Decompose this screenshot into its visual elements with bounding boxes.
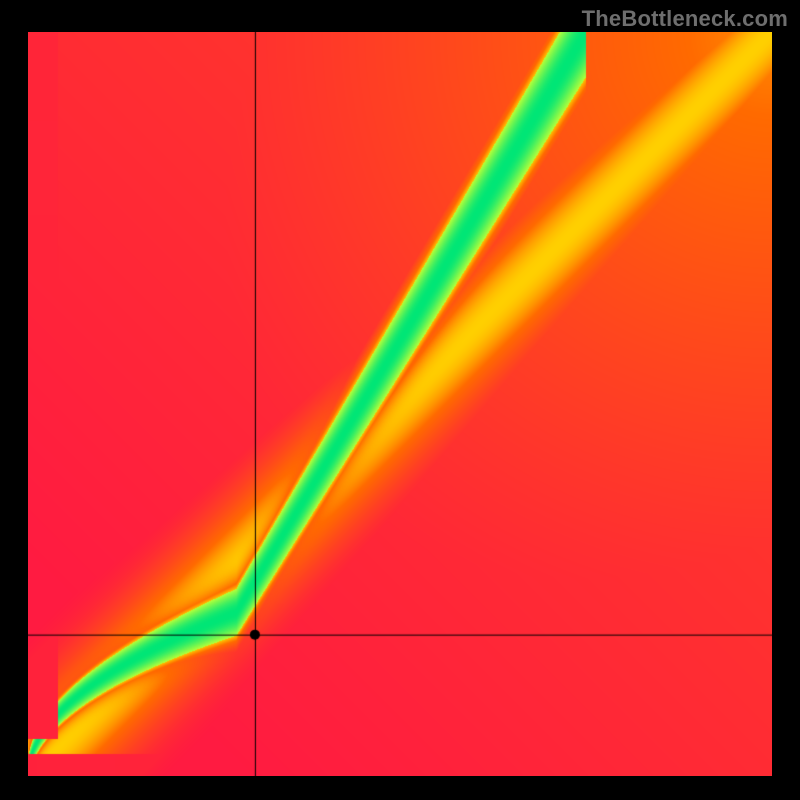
plot-area <box>28 32 772 776</box>
watermark-text: TheBottleneck.com <box>582 6 788 32</box>
chart-frame: TheBottleneck.com <box>0 0 800 800</box>
heatmap-canvas <box>28 32 772 776</box>
